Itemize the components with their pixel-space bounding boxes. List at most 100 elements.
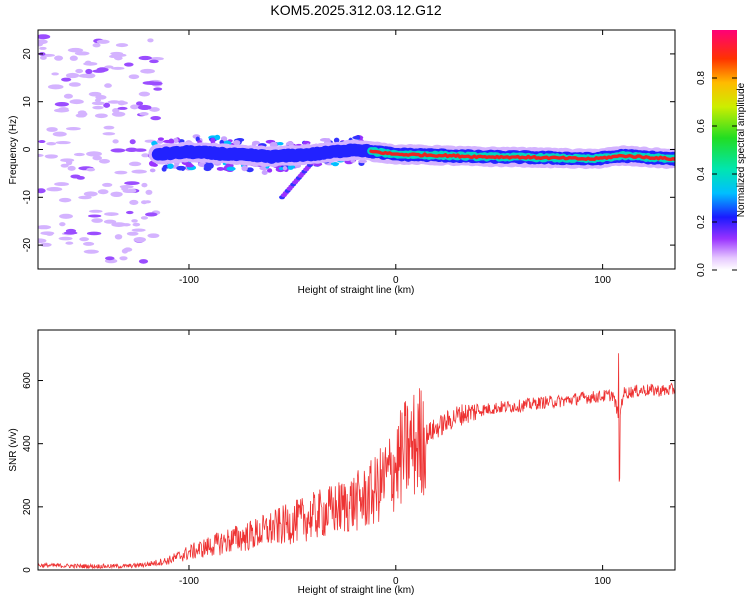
spectrogram-noise-patch xyxy=(51,72,59,76)
spectrogram-noise-patch xyxy=(110,191,123,197)
spectrogram-noise-patch xyxy=(92,105,104,110)
spectrogram-noise-patch xyxy=(38,238,47,244)
spectrogram-noise-patch xyxy=(133,148,147,152)
spectrogram-blob xyxy=(269,141,278,148)
spectrogram-blob xyxy=(163,139,172,143)
colorbar-tick-label: 0.2 xyxy=(696,215,707,229)
spectrogram-noise-patch xyxy=(145,212,158,217)
spectrogram-noise-patch xyxy=(137,104,152,111)
snr-x-tick-label: -100 xyxy=(179,576,199,587)
colorbar-label: Normalized spectral amplitude xyxy=(736,82,747,217)
spectrogram-blob xyxy=(330,162,340,166)
spectrogram-noise-patch xyxy=(54,182,70,187)
spectrogram-noise-patch xyxy=(83,191,98,197)
spectrogram-noise-patch xyxy=(138,91,151,97)
colorbar-tick-label: 0.4 xyxy=(696,167,707,181)
spectrogram-blob xyxy=(350,159,356,163)
snr-y-tick-label: 400 xyxy=(22,435,33,452)
spectrogram-noise-patch xyxy=(78,195,92,200)
spectrogram-blob xyxy=(149,168,156,173)
spectrogram-blob xyxy=(216,166,225,171)
spectrogram-noise-patch xyxy=(94,113,108,119)
spectrogram-noise-patch xyxy=(38,188,46,194)
spectrogram-blob xyxy=(333,137,340,144)
spectrogram-noise-patch xyxy=(126,231,139,236)
spectrogram-noise-patch xyxy=(38,140,46,144)
spectrogram-blob xyxy=(157,137,165,141)
spectrogram-noise-patch xyxy=(149,107,160,112)
spectrogram-y-tick-label: -10 xyxy=(22,190,33,205)
spectrogram-noise-patch xyxy=(47,84,64,90)
spectrogram-noise-patch xyxy=(55,141,71,145)
spectrogram-noise-patch xyxy=(60,163,69,168)
spectrogram-noise-patch xyxy=(54,55,64,61)
spectrogram-noise-patch xyxy=(61,77,72,82)
spectrogram-noise-patch xyxy=(112,139,119,144)
spectrogram-noise-patch xyxy=(119,256,128,261)
spectrogram-noise-patch xyxy=(84,60,92,66)
spectrogram-noise-patch xyxy=(58,236,73,241)
spectrogram-noise-patch xyxy=(104,256,115,261)
snr-x-tick-label: 0 xyxy=(393,576,399,587)
spectrogram-blob xyxy=(276,142,284,146)
spectrogram-noise-patch xyxy=(67,165,76,171)
spectrogram-blob xyxy=(210,137,216,144)
spectrogram-noise-patch xyxy=(59,222,66,227)
spectrogram-noise-patch xyxy=(88,209,103,213)
spectrogram-blob xyxy=(233,139,241,146)
spectrogram-noise-patch xyxy=(150,116,161,121)
spectrogram-noise-patch xyxy=(140,68,155,74)
spectrogram-noise-patch xyxy=(97,189,109,195)
spectrogram-noise-patch xyxy=(39,242,52,247)
spectrogram-noise-patch xyxy=(69,99,84,105)
snr-y-label: SNR (v/v) xyxy=(8,428,19,471)
spectrogram-noise-patch xyxy=(147,233,160,239)
spectrogram-noise-patch xyxy=(86,151,102,157)
spectrogram-noise-patch xyxy=(65,127,81,131)
spectrogram-noise-patch xyxy=(111,66,125,70)
spectrogram-noise-patch xyxy=(75,68,84,74)
spectrogram-noise-patch xyxy=(65,159,73,166)
spectrogram-noise-patch xyxy=(132,222,141,227)
spectrogram-noise-patch xyxy=(88,214,102,218)
spectrogram-noise-patch xyxy=(92,69,106,73)
spectrogram-noise-patch xyxy=(91,101,106,106)
spectrogram-noise-patch xyxy=(131,228,146,232)
spectrogram-noise-patch xyxy=(96,39,110,44)
spectrogram-noise-patch xyxy=(70,174,81,179)
spectrogram-noise-patch xyxy=(52,131,67,137)
spectrogram-noise-patch xyxy=(138,259,149,264)
spectrogram-noise-patch xyxy=(128,161,142,167)
spectrogram-noise-patch xyxy=(46,187,63,192)
spectrogram-noise-patch xyxy=(142,81,158,85)
spectrogram-noise-patch xyxy=(135,101,144,106)
spectrogram-noise-patch xyxy=(129,199,139,205)
spectrogram-noise-patch xyxy=(46,142,57,146)
spectrogram-noise-patch xyxy=(40,231,55,236)
spectrogram-noise-patch xyxy=(103,102,111,108)
snr-y-tick-label: 0 xyxy=(22,567,33,573)
spectrogram-noise-patch xyxy=(130,104,139,110)
colorbar-tick-label: 0.0 xyxy=(696,263,707,277)
spectrogram-noise-patch xyxy=(58,197,72,203)
spectrogram-noise-patch xyxy=(94,98,101,103)
spectrogram-noise-patch xyxy=(128,74,140,80)
spectrogram-blob xyxy=(252,140,260,145)
spectrogram-y-tick-label: -20 xyxy=(22,237,33,252)
colorbar-tick-label: 0.8 xyxy=(696,71,707,85)
spectrogram-x-tick-label: 100 xyxy=(594,275,611,286)
snr-x-label: Height of straight line (km) xyxy=(298,585,415,596)
spectrogram-noise-patch xyxy=(114,55,123,61)
colorbar-tick-label: 0.6 xyxy=(696,119,707,133)
spectrogram-noise-patch xyxy=(110,148,126,153)
spectrogram-noise-patch xyxy=(124,181,140,185)
spectrogram-noise-patch xyxy=(54,101,69,107)
spectrogram-blob xyxy=(173,137,179,144)
spectrogram-noise-patch xyxy=(139,112,149,116)
spectrogram-noise-patch xyxy=(92,155,103,161)
spectrogram-blob xyxy=(266,168,273,173)
spectrogram-blob xyxy=(176,165,186,171)
spectrogram-y-tick-label: 0 xyxy=(22,146,33,152)
spectrogram-noise-patch xyxy=(114,170,128,175)
